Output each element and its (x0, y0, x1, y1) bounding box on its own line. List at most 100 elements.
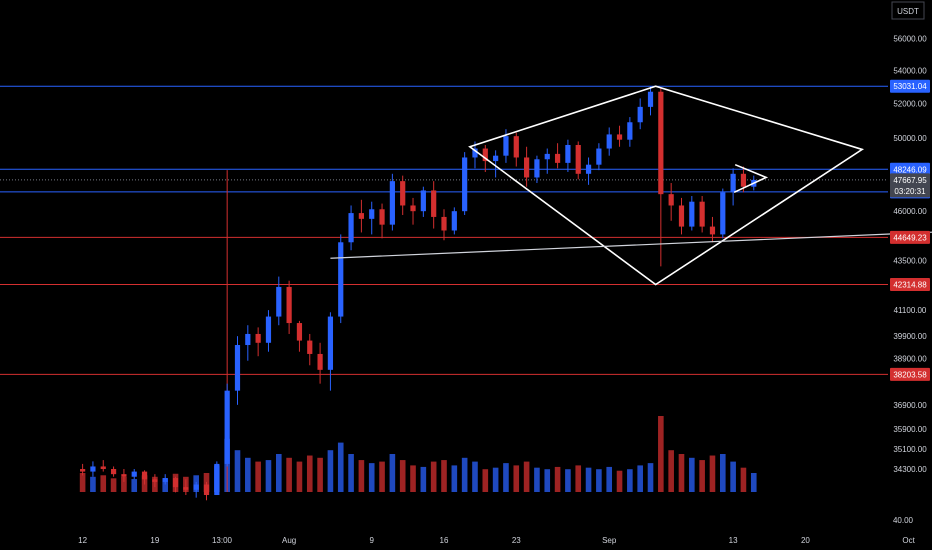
diamond-outline[interactable] (468, 85, 865, 286)
volume-bar (275, 454, 282, 492)
time-tick-label: 16 (440, 536, 449, 545)
price-tick-label: 52000.00 (893, 99, 927, 108)
volume-bar (472, 461, 478, 492)
volume-bar (513, 465, 520, 492)
candle-body (327, 316, 334, 370)
candle-body (740, 173, 747, 187)
time-tick-label: 12 (78, 536, 87, 545)
currency-badge[interactable] (891, 1, 925, 20)
volume-bar (523, 461, 530, 492)
candle-body (80, 469, 86, 472)
price-axis[interactable]: 56000.00 54000.00 52000.00 50000.00 46000.00… (893, 34, 927, 525)
volume-bar (368, 463, 375, 492)
candle-body (503, 136, 509, 156)
red-level-price-tag-bg (890, 230, 930, 244)
candle-body (451, 211, 457, 231)
candle-body (286, 286, 292, 324)
candle-body (338, 242, 344, 317)
candle-body (462, 157, 468, 212)
volume-bar (503, 463, 509, 492)
red-level-price-tag-bg (890, 278, 930, 292)
time-tick-label: Oct (902, 536, 915, 545)
volume-bar (565, 469, 571, 492)
price-tags: 53031.0448246.0947020.0744649.2342314.88… (890, 79, 930, 381)
price-tick-label: 38900.00 (893, 354, 927, 363)
candle-body (265, 316, 272, 343)
volume-bar (689, 457, 695, 492)
candle-body (379, 209, 385, 225)
volume-axis-label: 40.00 (893, 516, 914, 525)
candle-body (637, 106, 643, 123)
volume-bar (90, 476, 96, 492)
volume-bar (358, 460, 365, 492)
volume-bar (740, 467, 747, 492)
price-tick-label: 56000.00 (893, 34, 927, 43)
neckline-trendline[interactable] (330, 230, 932, 259)
candle-body (90, 466, 96, 472)
volume-bar (79, 473, 86, 492)
candle-body (141, 471, 148, 480)
volume-bar (121, 476, 127, 492)
volume-bar (420, 466, 427, 492)
time-tick-label: 13 (729, 536, 738, 545)
price-tick-label: 54000.00 (893, 66, 927, 75)
volume-bar (131, 479, 138, 492)
time-tick-label: 20 (801, 536, 810, 545)
candle-body (431, 190, 437, 217)
volume-bar (699, 460, 705, 492)
candle-body (348, 213, 354, 243)
volume-bar (451, 465, 458, 492)
price-tick-label: 34300.00 (893, 465, 927, 474)
red-level-price-tag: 44649.23 (893, 233, 927, 242)
candle-body (410, 205, 416, 212)
volume-bar (627, 469, 633, 492)
volume-bar (544, 469, 551, 492)
volume-bar (709, 455, 716, 492)
price-tick-label: 36900.00 (893, 401, 927, 410)
volume-bar (379, 461, 385, 492)
volume-bar (554, 466, 561, 492)
price-tick-label: 43500.00 (893, 256, 927, 265)
candle-body (131, 471, 137, 477)
volume-bar (430, 461, 437, 492)
candle-body (100, 466, 106, 470)
blue-level-price-tag: 48246.09 (893, 165, 927, 174)
candle-body (152, 479, 158, 482)
volume-bar (637, 465, 643, 492)
candlesticks (80, 86, 757, 501)
time-tick-label: 19 (150, 536, 159, 545)
volume-bar (482, 469, 489, 492)
diamond-pattern-drawing[interactable] (330, 85, 932, 286)
candle-body (193, 484, 199, 490)
volume-bar (441, 460, 447, 492)
candle-body (647, 91, 654, 107)
volume-bar (658, 416, 664, 492)
blue-level-price-tag-bg (890, 79, 930, 93)
candle-body (534, 159, 540, 178)
price-tick-label: 41100.00 (894, 306, 927, 315)
candle-body (482, 148, 488, 162)
candle-body (616, 134, 623, 140)
candle-body (544, 153, 550, 160)
currency-label: USDT (897, 7, 919, 16)
volume-bar (234, 450, 241, 492)
candle-body (420, 190, 426, 212)
pennant-triangle[interactable] (733, 163, 769, 194)
price-tick-label: 35900.00 (893, 425, 927, 434)
candle-body (678, 205, 685, 227)
candle-body (668, 194, 674, 206)
candle-body (172, 478, 179, 488)
candle-body (493, 155, 499, 162)
candle-body (234, 345, 241, 391)
candle-body (658, 91, 664, 195)
candle-body (596, 148, 602, 165)
candle-body (513, 136, 519, 158)
volume-bar (348, 454, 354, 492)
volume-bar (678, 454, 685, 492)
volume-bar (327, 450, 334, 492)
volume-bar (719, 454, 726, 492)
candle-body (689, 201, 695, 227)
candle-body (162, 478, 168, 482)
